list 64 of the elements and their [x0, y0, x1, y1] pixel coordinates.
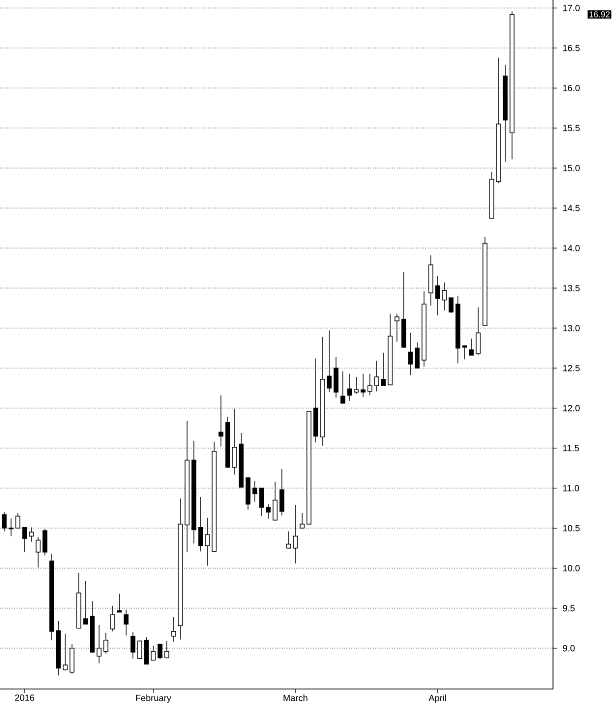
y-tick-label: 16.5	[563, 44, 580, 52]
candlestick	[266, 504, 271, 519]
x-tick-label: March	[284, 694, 308, 702]
candlestick	[354, 376, 359, 394]
candlestick	[414, 342, 420, 368]
candlestick	[117, 593, 122, 613]
candlestick	[171, 616, 176, 642]
candlestick	[8, 518, 14, 536]
candlestick	[374, 360, 380, 392]
text: 16.92	[589, 11, 610, 18]
candlestick	[448, 297, 454, 314]
candlestick	[124, 609, 129, 636]
candlestick	[232, 408, 237, 475]
candlestick	[205, 517, 210, 566]
y-tick-label: 10.0	[563, 564, 580, 572]
y-tick-label: 15.0	[563, 164, 580, 172]
candlestick	[164, 640, 170, 658]
y-tick-label: 17.0	[563, 4, 580, 12]
y-tick-label: 16.0	[563, 84, 580, 92]
candlestick	[259, 488, 264, 516]
y-tick-label: 15.5	[563, 124, 580, 132]
y-tick-label: 11.0	[563, 484, 580, 492]
candlestick	[29, 527, 34, 542]
y-tick-label: 13.0	[563, 324, 580, 332]
y-tick-label: 9.5	[562, 604, 575, 612]
candlestick	[300, 512, 305, 528]
y-tick-label: 13.5	[563, 284, 580, 292]
candlestick	[103, 632, 108, 654]
y-tick-label: 12.0	[563, 404, 580, 412]
candlestick	[435, 276, 440, 316]
candlestick	[198, 496, 204, 552]
candlestick	[150, 645, 156, 661]
candlestick	[252, 480, 258, 502]
candlestick	[22, 527, 27, 553]
candlestick	[381, 352, 386, 386]
candlestick	[110, 605, 115, 632]
candlestick	[293, 504, 298, 564]
y-tick-label: 10.5	[563, 524, 580, 532]
y-tick-label: 9.0	[562, 645, 575, 652]
y-tick-label: 14.5	[563, 204, 580, 212]
x-tick-label: 2016	[15, 694, 34, 701]
x-tick-label: February	[136, 694, 172, 703]
y-tick-label: 11.5	[563, 444, 579, 452]
candlestick	[394, 313, 400, 342]
candlestick	[36, 536, 41, 568]
candlestick	[347, 373, 352, 402]
candlestick	[218, 394, 224, 447]
x-tick-label: April	[428, 694, 446, 703]
candlestick	[476, 306, 481, 356]
candlestick	[286, 531, 292, 549]
candlestick	[279, 468, 284, 516]
candlestick	[360, 373, 366, 398]
candlestick	[469, 338, 474, 356]
candlestick	[326, 330, 332, 392]
candlestick	[42, 528, 48, 556]
y-tick-label: 12.5	[563, 364, 580, 372]
candlestick	[442, 282, 447, 311]
candlestick	[15, 512, 20, 528]
candlestick	[272, 481, 278, 520]
candlestick	[340, 370, 346, 404]
candlestick	[368, 373, 372, 396]
candlestick	[408, 332, 413, 376]
y-tick-label: 14.0	[563, 244, 580, 252]
candlestick	[83, 580, 88, 625]
